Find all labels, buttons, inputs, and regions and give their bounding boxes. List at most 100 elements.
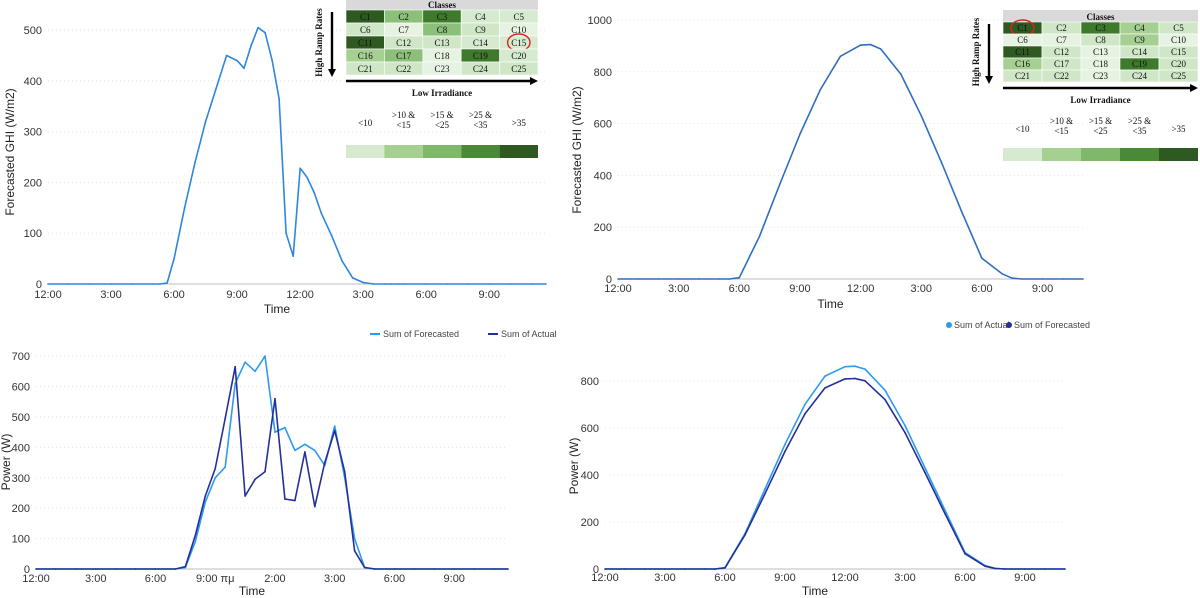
data-point bbox=[152, 283, 154, 285]
class-cell-label: C9 bbox=[1134, 35, 1145, 45]
data-point bbox=[236, 59, 238, 62]
x-tick-label: 6:00 bbox=[416, 289, 437, 301]
x-tick-label: 12:00 bbox=[34, 289, 62, 301]
data-point bbox=[869, 43, 872, 46]
scale-label: <10 bbox=[358, 118, 373, 128]
data-point bbox=[254, 478, 256, 481]
x-axis-title: Time bbox=[817, 297, 844, 311]
x-tick-label: 12:00 bbox=[604, 283, 632, 295]
class-cell-label: C12 bbox=[396, 38, 411, 48]
x-tick-label: 3:00 bbox=[324, 573, 345, 585]
class-cell-label: C8 bbox=[437, 25, 448, 35]
y-axis-title: Power (W) bbox=[0, 434, 13, 491]
class-cell-label: C13 bbox=[1093, 47, 1109, 57]
data-point bbox=[320, 212, 322, 214]
legend-label: Sum of Forecasted bbox=[1014, 320, 1090, 330]
data-point bbox=[284, 426, 286, 429]
y-tick-label: 600 bbox=[594, 119, 612, 131]
data-point bbox=[397, 283, 400, 285]
data-point bbox=[1044, 568, 1046, 570]
y-tick-label: 200 bbox=[24, 177, 42, 189]
data-point bbox=[306, 176, 308, 179]
class-cell-label: C16 bbox=[358, 51, 374, 61]
data-point bbox=[904, 424, 906, 427]
x-tick-label: 6:00 bbox=[971, 283, 992, 295]
x-axis-title: Time bbox=[802, 584, 829, 598]
data-point bbox=[960, 210, 963, 213]
chart-4: 0 200 400 600 800 12:00 3:00 6:00 9:00 12:00 3:00 6… bbox=[567, 320, 1090, 598]
class-cell-label: C22 bbox=[1054, 71, 1069, 81]
x-tick-label: 3:00 bbox=[85, 573, 106, 585]
data-point bbox=[545, 283, 547, 285]
data-point bbox=[624, 568, 626, 570]
data-point bbox=[617, 278, 619, 280]
data-point bbox=[864, 368, 866, 370]
y-tick-label: 0 bbox=[36, 279, 42, 291]
data-point bbox=[684, 568, 686, 570]
scale-label: >35 bbox=[512, 118, 527, 128]
scale-swatch bbox=[422, 145, 462, 158]
data-point bbox=[844, 378, 846, 380]
data-point bbox=[274, 431, 276, 433]
y-tick-label: 400 bbox=[594, 170, 612, 182]
data-point bbox=[264, 355, 266, 357]
class-cell-label: C3 bbox=[1095, 23, 1106, 33]
data-point bbox=[393, 568, 396, 570]
scale-swatch bbox=[461, 145, 500, 158]
vertical-arrow-head bbox=[985, 76, 993, 84]
data-point bbox=[351, 277, 354, 279]
data-point bbox=[728, 278, 730, 280]
data-point bbox=[173, 257, 175, 260]
data-point bbox=[844, 365, 846, 368]
class-cell-label: C9 bbox=[475, 25, 486, 35]
x-tick-label: 9:00 bbox=[479, 289, 500, 301]
x-tick-label: 6:00 bbox=[954, 572, 975, 584]
data-point bbox=[292, 255, 295, 257]
data-point bbox=[854, 377, 856, 380]
y-tick-label: 400 bbox=[581, 470, 599, 482]
class-cell-label: C18 bbox=[1093, 59, 1109, 69]
data-point bbox=[134, 568, 137, 570]
data-point bbox=[353, 537, 356, 540]
data-point bbox=[784, 443, 786, 446]
class-cell-label: C4 bbox=[475, 12, 486, 22]
class-cell-label: C25 bbox=[1171, 71, 1187, 81]
data-point bbox=[363, 566, 366, 569]
data-point bbox=[313, 191, 316, 194]
class-cell-label: C19 bbox=[1132, 59, 1148, 69]
class-cell-label: C18 bbox=[434, 51, 450, 61]
data-point bbox=[1011, 277, 1014, 280]
x-tick-label: 6:00 bbox=[145, 573, 166, 585]
legend-label: Sum of Actual bbox=[954, 320, 1010, 330]
data-point bbox=[824, 387, 826, 389]
data-point bbox=[804, 403, 806, 406]
data-point bbox=[924, 471, 926, 474]
data-point bbox=[1004, 568, 1006, 570]
data-point bbox=[159, 283, 161, 285]
data-point bbox=[884, 389, 886, 392]
y-tick-label: 200 bbox=[594, 222, 612, 234]
x-tick-label: 3:00 bbox=[894, 572, 915, 584]
data-point bbox=[530, 283, 533, 285]
horizontal-arrow-head bbox=[530, 77, 538, 85]
x-tick-label: 6:00 bbox=[729, 283, 750, 295]
legend-swatch bbox=[1006, 322, 1012, 328]
scale-label: >15 & <25 bbox=[1089, 116, 1112, 136]
legend-swatch bbox=[946, 322, 952, 328]
data-point bbox=[738, 276, 741, 279]
y-tick-label: 600 bbox=[12, 382, 30, 394]
class-cell-label: C6 bbox=[360, 25, 371, 35]
data-point bbox=[433, 568, 436, 570]
x-tick-label: 9:00 bbox=[789, 283, 810, 295]
y-axis-title: Forecasted GHI (W/m2) bbox=[570, 86, 584, 213]
class-cell bbox=[1158, 69, 1199, 83]
data-point bbox=[1001, 273, 1003, 275]
data-point bbox=[278, 97, 280, 100]
data-point bbox=[194, 540, 197, 543]
data-point bbox=[166, 282, 168, 284]
data-point bbox=[333, 429, 336, 432]
x-tick-label: 3:00 bbox=[100, 289, 121, 301]
data-point bbox=[718, 278, 720, 280]
y-tick-label: 200 bbox=[581, 517, 599, 529]
